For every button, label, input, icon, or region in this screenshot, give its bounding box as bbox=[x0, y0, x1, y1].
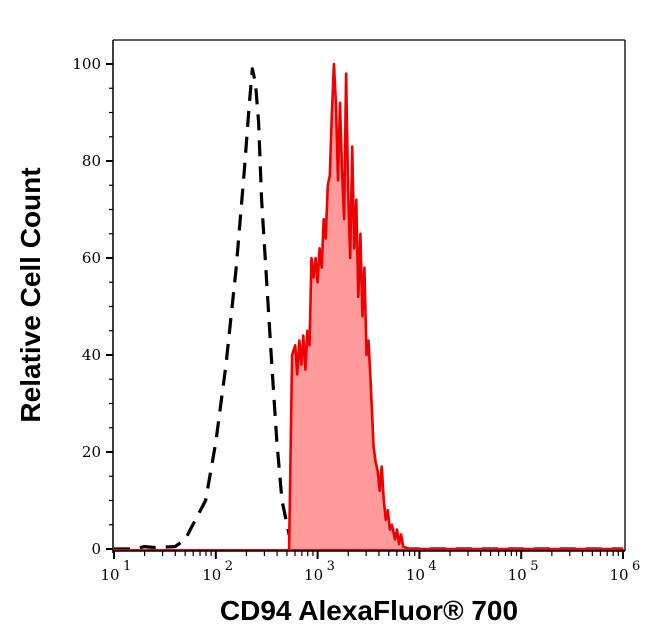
x-tick-label: 10 1 bbox=[100, 559, 131, 584]
series-layer bbox=[113, 62, 625, 551]
x-tick-label: 10 2 bbox=[202, 559, 233, 584]
x-tick-label: 10 3 bbox=[304, 559, 335, 584]
svg-text:10: 10 bbox=[508, 566, 527, 584]
svg-text:6: 6 bbox=[632, 559, 640, 574]
svg-text:2: 2 bbox=[225, 559, 233, 574]
svg-text:10: 10 bbox=[609, 566, 628, 584]
svg-text:4: 4 bbox=[428, 559, 436, 574]
svg-text:1: 1 bbox=[123, 559, 131, 574]
y-tick-label: 80 bbox=[82, 152, 101, 170]
axes-layer bbox=[112, 40, 625, 553]
histogram-line-1 bbox=[287, 62, 623, 551]
svg-text:10: 10 bbox=[406, 566, 425, 584]
x-axis-title: CD94 AlexaFluor® 700 bbox=[220, 595, 518, 626]
plot-frame bbox=[113, 39, 626, 551]
x-tick-label: 10 4 bbox=[406, 559, 437, 584]
y-axis-title: Relative Cell Count bbox=[15, 167, 46, 422]
y-tick-label: 100 bbox=[72, 55, 101, 73]
x-axis-ticks: 10 1 10 2 10 3 10 4 10 5 10 6 bbox=[100, 551, 640, 584]
y-tick-label: 40 bbox=[82, 346, 101, 364]
svg-text:3: 3 bbox=[327, 559, 335, 574]
y-tick-label: 60 bbox=[82, 249, 101, 267]
x-tick-label: 10 6 bbox=[609, 559, 640, 584]
svg-text:10: 10 bbox=[100, 566, 119, 584]
svg-text:10: 10 bbox=[304, 566, 323, 584]
y-axis-ticks: 0 20 40 60 80 100 bbox=[72, 55, 113, 558]
svg-text:10: 10 bbox=[202, 566, 221, 584]
y-tick-label: 0 bbox=[91, 540, 101, 558]
x-tick-label: 10 5 bbox=[508, 559, 539, 584]
y-tick-label: 20 bbox=[82, 443, 101, 461]
svg-text:5: 5 bbox=[530, 559, 538, 574]
